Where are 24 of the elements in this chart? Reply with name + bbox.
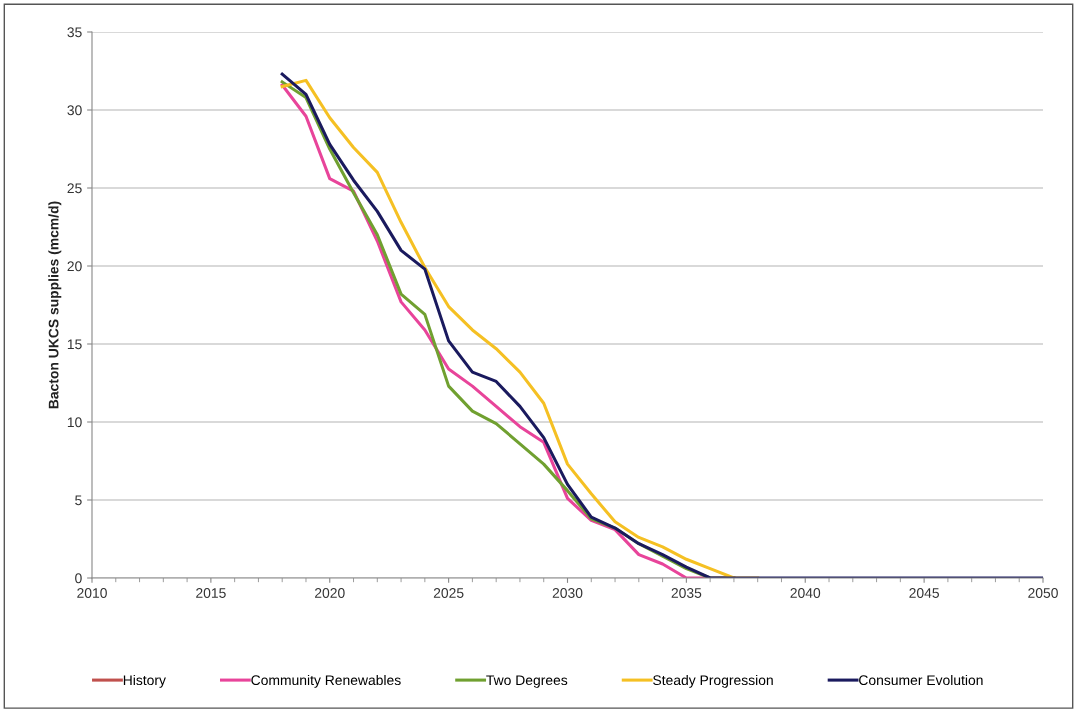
x-tick-label: 2030 xyxy=(552,588,583,598)
x-tick-label: 2015 xyxy=(196,588,226,598)
legend-label: Two Degrees xyxy=(486,675,568,688)
x-tick-label: 2045 xyxy=(909,588,939,598)
y-tick-label: 15 xyxy=(67,339,82,350)
line-series xyxy=(280,72,1043,578)
legend-label: Community Renewables xyxy=(251,674,401,688)
y-tick-label: 20 xyxy=(67,261,82,272)
y-axis-title: Bacton UKCS supplies (mcm/d) xyxy=(48,201,62,409)
y-tick-label: 5 xyxy=(75,495,82,506)
x-tick-label: 2040 xyxy=(790,588,821,598)
legend-label: Consumer Evolution xyxy=(859,674,983,686)
x-tick-label: 2020 xyxy=(315,588,345,598)
y-tick-label: 10 xyxy=(67,417,82,428)
y-tick-label: 35 xyxy=(67,27,82,38)
y-tick-label: 25 xyxy=(67,183,82,194)
y-tick-label: 0 xyxy=(75,573,82,584)
y-tick-label: 30 xyxy=(67,105,82,116)
legend-label: History xyxy=(123,674,166,688)
legend-label: Steady Progression xyxy=(653,674,773,688)
x-tick-label: 2025 xyxy=(433,588,464,598)
x-tick-label: 2010 xyxy=(77,588,107,598)
x-tick-label: 2050 xyxy=(1028,588,1058,598)
x-tick-label: 2035 xyxy=(671,588,702,598)
